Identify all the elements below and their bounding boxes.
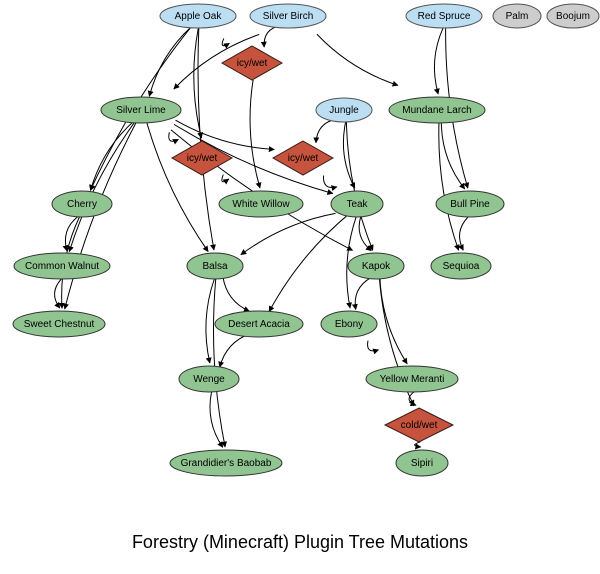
node-desert_acacia: Desert Acacia	[215, 311, 303, 337]
edge	[147, 122, 209, 252]
edge	[222, 38, 229, 45]
edge	[317, 34, 398, 85]
node-label: icy/wet	[288, 153, 319, 164]
edge	[250, 80, 260, 188]
node-label: Desert Acacia	[228, 319, 290, 330]
node-label: Sweet Chestnut	[24, 319, 95, 330]
node-label: Sequioa	[443, 261, 480, 272]
node-label: Bull Pine	[450, 199, 490, 210]
node-cherry: Cherry	[52, 191, 112, 217]
node-boojum: Boojum	[547, 4, 599, 28]
node-kapok: Kapok	[348, 253, 404, 279]
node-label: Boojum	[556, 11, 590, 22]
edge	[439, 123, 459, 250]
edge	[210, 392, 223, 448]
node-sequoia: Sequioa	[431, 253, 491, 279]
diagram-canvas: Apple Oak Silver Birch Red Spruce Palm Booju…	[0, 0, 600, 574]
node-baobab: Grandidier's Baobab	[170, 450, 282, 476]
node-label: Apple Oak	[175, 11, 223, 22]
node-palm: Palm	[493, 4, 541, 28]
node-label: Kapok	[362, 261, 391, 272]
edge	[323, 176, 336, 188]
node-bull_pine: Bull Pine	[436, 191, 504, 217]
edge	[415, 442, 421, 447]
edge	[149, 26, 191, 96]
node-apple_oak: Apple Oak	[160, 4, 236, 28]
node-yellow_meranti: Yellow Meranti	[366, 366, 458, 392]
node-label: Red Spruce	[418, 11, 471, 22]
node-label: Common Walnut	[25, 261, 99, 272]
node-white_willow: White Willow	[219, 191, 303, 217]
edge	[55, 279, 62, 308]
node-silver_birch: Silver Birch	[250, 4, 326, 28]
node-mundane: Mundane Larch	[389, 97, 485, 123]
edge	[269, 214, 349, 312]
edge	[460, 217, 469, 250]
node-label: Silver Lime	[116, 105, 166, 116]
diagram-title: Forestry (Minecraft) Plugin Tree Mutatio…	[132, 532, 468, 552]
edge	[359, 216, 371, 250]
node-label: Grandidier's Baobab	[181, 458, 272, 469]
node-cond4: cold/wet	[385, 408, 453, 442]
node-label: Ebony	[335, 319, 363, 330]
node-label: Teak	[346, 199, 368, 210]
node-sipiri: Sipiri	[396, 450, 448, 476]
node-red_spruce: Red Spruce	[406, 4, 482, 28]
node-label: Jungle	[329, 105, 359, 116]
edge	[169, 132, 179, 141]
edge	[206, 279, 214, 363]
node-label: icy/wet	[187, 153, 218, 164]
node-label: cold/wet	[401, 420, 438, 431]
node-jungle: Jungle	[316, 98, 372, 122]
edge	[223, 276, 249, 311]
edge	[264, 26, 281, 48]
node-cond3: icy/wet	[273, 141, 333, 175]
edge	[316, 119, 336, 143]
node-label: Sipiri	[411, 458, 433, 469]
node-wenge: Wenge	[179, 366, 239, 392]
edge	[222, 175, 229, 182]
node-balsa: Balsa	[187, 253, 243, 279]
edge	[220, 334, 250, 368]
node-label: White Willow	[232, 199, 290, 210]
node-teak: Teak	[331, 191, 383, 217]
node-silver_lime: Silver Lime	[101, 97, 181, 123]
node-label: icy/wet	[237, 58, 268, 69]
node-label: Balsa	[202, 261, 227, 272]
edge	[434, 28, 443, 94]
edge	[380, 278, 407, 363]
node-label: Mundane Larch	[402, 105, 472, 116]
node-sweet_chestnut: Sweet Chestnut	[13, 311, 105, 337]
node-label: Yellow Meranti	[380, 374, 445, 385]
edge	[214, 279, 226, 447]
node-label: Palm	[506, 11, 529, 22]
node-ebony: Ebony	[321, 311, 377, 337]
node-common_walnut: Common Walnut	[14, 253, 110, 279]
edge	[441, 122, 464, 189]
edge	[368, 341, 379, 351]
node-label: Cherry	[67, 199, 97, 210]
edge	[355, 278, 370, 310]
node-label: Wenge	[193, 374, 225, 385]
edge	[69, 122, 135, 252]
node-cond1: icy/wet	[222, 46, 282, 80]
node-label: Silver Birch	[263, 11, 314, 22]
